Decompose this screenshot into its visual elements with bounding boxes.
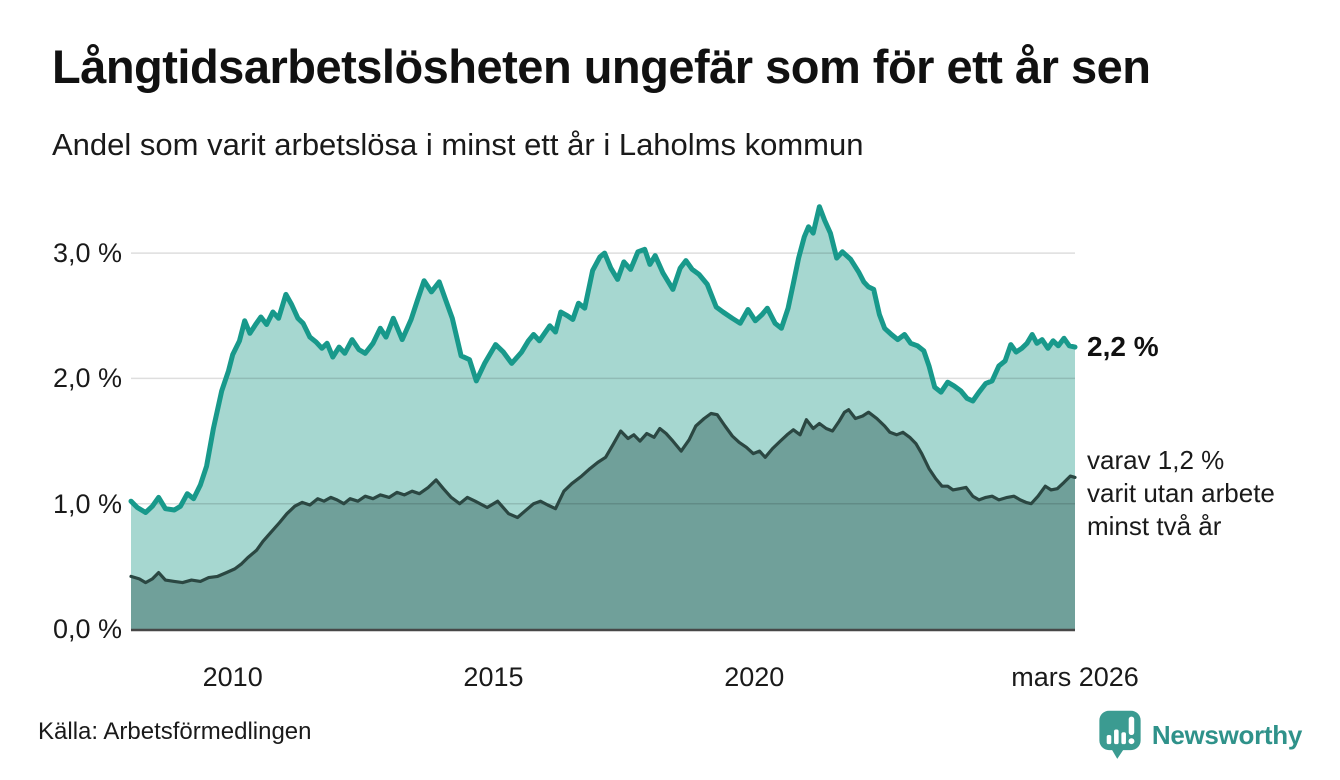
newsworthy-wordmark: Newsworthy (1151, 719, 1302, 750)
line-series-0 (128, 204, 1078, 515)
subset-note-label: varav 1,2 % varit utan arbete minst två … (1087, 445, 1275, 542)
y-tick-label: 1,0 % (52, 488, 122, 519)
line-series-1 (129, 408, 1077, 585)
x-tick-label: 2010 (202, 662, 263, 692)
chart-subtitle: Andel som varit arbetslösa i minst ett å… (52, 127, 864, 162)
newsworthy-logo-icon (1099, 710, 1141, 759)
x-tick-label: mars 2026 (1011, 662, 1139, 692)
newsworthy-logo[interactable]: Newsworthy (1098, 706, 1302, 764)
y-tick-label: 2,0 % (52, 363, 122, 394)
x-tick-label: 2015 (463, 662, 524, 692)
area-series-1 (131, 409, 1075, 629)
y-tick-label: 0,0 % (52, 614, 122, 644)
y-tick-label: 3,0 % (52, 238, 122, 269)
source-note: Källa: Arbetsförmedlingen (38, 718, 312, 745)
x-tick-label: 2020 (724, 662, 785, 692)
page-title: Långtidsarbetslösheten ungefär som för e… (52, 40, 1151, 93)
latest-value-label: 2,2 % (1087, 331, 1159, 363)
